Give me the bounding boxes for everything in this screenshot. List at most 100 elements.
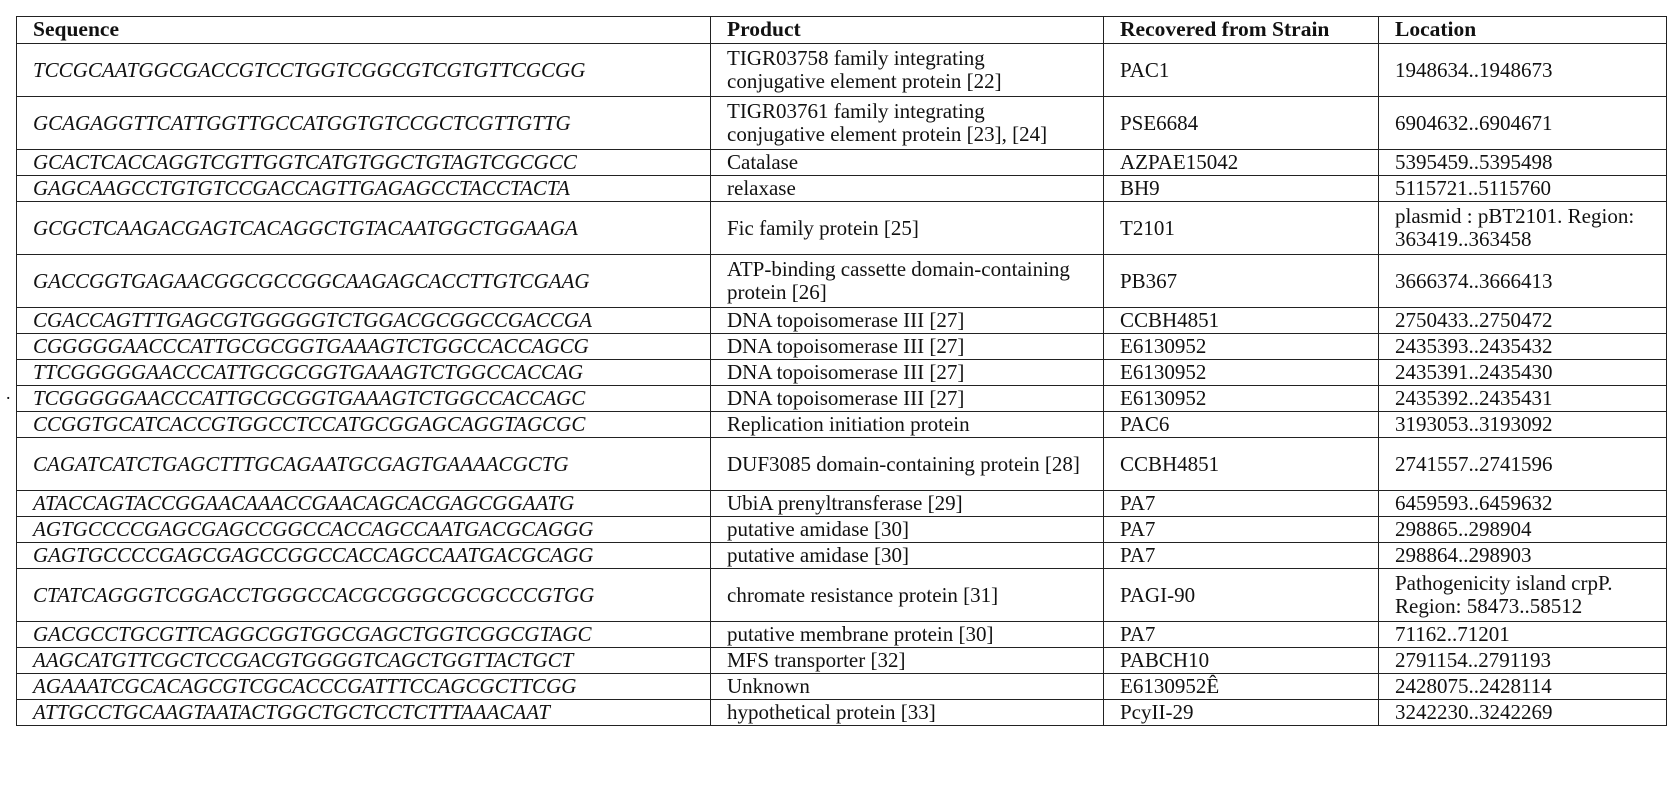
cell-product: putative membrane protein [30] (710, 621, 1104, 648)
cell-strain: E6130952Ê (1103, 673, 1379, 700)
cell-product: putative amidase [30] (710, 542, 1104, 569)
cell-product: DNA topoisomerase III [27] (710, 385, 1104, 412)
cell-product: DNA topoisomerase III [27] (710, 333, 1104, 360)
cell-sequence: GACGCCTGCGTTCAGGCGGTGGCGAGCTGGTCGGCGTAGC (16, 621, 711, 648)
cell-product: MFS transporter [32] (710, 647, 1104, 674)
table-row: GAGTGCCCCGAGCGAGCCGGCCACCAGCCAATGACGCAGG… (16, 542, 1667, 569)
cell-sequence: CCGGTGCATCACCGTGGCCTCCATGCGGAGCAGGTAGCGC (16, 411, 711, 438)
cell-location: 2428075..2428114 (1378, 673, 1667, 700)
header-product: Product (710, 16, 1104, 44)
cell-sequence: AGAAATCGCACAGCGTCGCACCCGATTTCCAGCGCTTCGG (16, 673, 711, 700)
table-body: TCCGCAATGGCGACCGTCCTGGTCGGCGTCGTGTTCGCGG… (16, 43, 1667, 726)
cell-product: Catalase (710, 149, 1104, 176)
cell-strain: PA7 (1103, 490, 1379, 517)
header-sequence: Sequence (16, 16, 711, 44)
cell-product: Replication initiation protein (710, 411, 1104, 438)
cell-strain: BH9 (1103, 175, 1379, 202)
cell-sequence: TTCGGGGGAACCCATTGCGCGGTGAAAGTCTGGCCACCAG (16, 359, 711, 386)
cell-strain: PAGI-90 (1103, 568, 1379, 622)
table-row: TCGGGGGAACCCATTGCGCGGTGAAAGTCTGGCCACCAGC… (16, 385, 1667, 412)
cell-sequence: AGTGCCCCGAGCGAGCCGGCCACCAGCCAATGACGCAGGG (16, 516, 711, 543)
cell-sequence: CAGATCATCTGAGCTTTGCAGAATGCGAGTGAAAACGCTG (16, 437, 711, 491)
cell-strain: T2101 (1103, 201, 1379, 255)
cell-product: DNA topoisomerase III [27] (710, 359, 1104, 386)
cell-location: 298865..298904 (1378, 516, 1667, 543)
cell-strain: AZPAE15042 (1103, 149, 1379, 176)
cell-sequence: CGGGGGAACCCATTGCGCGGTGAAAGTCTGGCCACCAGCG (16, 333, 711, 360)
cell-product: ATP-binding cassette domain-containing p… (710, 254, 1104, 308)
cell-product: DNA topoisomerase III [27] (710, 307, 1104, 334)
cell-strain: PABCH10 (1103, 647, 1379, 674)
sequence-table: Sequence Product Recovered from Strain L… (16, 16, 1667, 726)
cell-product: UbiA prenyltransferase [29] (710, 490, 1104, 517)
cell-sequence: GCAGAGGTTCATTGGTTGCCATGGTGTCCGCTCGTTGTTG (16, 96, 711, 150)
cell-product: Unknown (710, 673, 1104, 700)
cell-strain: PB367 (1103, 254, 1379, 308)
header-row: Sequence Product Recovered from Strain L… (16, 16, 1667, 44)
cell-strain: CCBH4851 (1103, 307, 1379, 334)
cell-location: 2435393..2435432 (1378, 333, 1667, 360)
table-row: AAGCATGTTCGCTCCGACGTGGGGTCAGCTGGTTACTGCT… (16, 647, 1667, 674)
cell-location: 6904632..6904671 (1378, 96, 1667, 150)
table-row: GCAGAGGTTCATTGGTTGCCATGGTGTCCGCTCGTTGTTG… (16, 96, 1667, 150)
cell-location: 3666374..3666413 (1378, 254, 1667, 308)
cell-sequence: TCGGGGGAACCCATTGCGCGGTGAAAGTCTGGCCACCAGC (16, 385, 711, 412)
table-row: TCCGCAATGGCGACCGTCCTGGTCGGCGTCGTGTTCGCGG… (16, 43, 1667, 97)
cell-location: plasmid : pBT2101. Region: 363419..36345… (1378, 201, 1667, 255)
cell-strain: E6130952 (1103, 385, 1379, 412)
cell-location: 71162..71201 (1378, 621, 1667, 648)
table-row: CAGATCATCTGAGCTTTGCAGAATGCGAGTGAAAACGCTG… (16, 437, 1667, 491)
cell-product: relaxase (710, 175, 1104, 202)
cell-sequence: GCACTCACCAGGTCGTTGGTCATGTGGCTGTAGTCGCGCC (16, 149, 711, 176)
cell-sequence: GACCGGTGAGAACGGCGCCGGCAAGAGCACCTTGTCGAAG (16, 254, 711, 308)
cell-strain: PSE6684 (1103, 96, 1379, 150)
cell-location: 2741557..2741596 (1378, 437, 1667, 491)
header-strain: Recovered from Strain (1103, 16, 1379, 44)
table-row: CGGGGGAACCCATTGCGCGGTGAAAGTCTGGCCACCAGCG… (16, 333, 1667, 360)
table-row: GACCGGTGAGAACGGCGCCGGCAAGAGCACCTTGTCGAAG… (16, 254, 1667, 308)
stray-dot: . (6, 383, 11, 403)
cell-strain: CCBH4851 (1103, 437, 1379, 491)
cell-location: 5395459..5395498 (1378, 149, 1667, 176)
cell-strain: E6130952 (1103, 333, 1379, 360)
cell-sequence: ATTGCCTGCAAGTAATACTGGCTGCTCCTCTTTAAACAAT (16, 699, 711, 726)
cell-location: 3193053..3193092 (1378, 411, 1667, 438)
cell-product: TIGR03758 family integrating conjugative… (710, 43, 1104, 97)
cell-strain: PcyII-29 (1103, 699, 1379, 726)
header-location: Location (1378, 16, 1667, 44)
cell-sequence: GCGCTCAAGACGAGTCACAGGCTGTACAATGGCTGGAAGA (16, 201, 711, 255)
cell-location: 6459593..6459632 (1378, 490, 1667, 517)
table-row: ATACCAGTACCGGAACAAACCGAACAGCACGAGCGGAATG… (16, 490, 1667, 517)
table-row: GACGCCTGCGTTCAGGCGGTGGCGAGCTGGTCGGCGTAGC… (16, 621, 1667, 648)
table-row: TTCGGGGGAACCCATTGCGCGGTGAAAGTCTGGCCACCAG… (16, 359, 1667, 386)
table-row: CCGGTGCATCACCGTGGCCTCCATGCGGAGCAGGTAGCGC… (16, 411, 1667, 438)
cell-sequence: ATACCAGTACCGGAACAAACCGAACAGCACGAGCGGAATG (16, 490, 711, 517)
cell-product: TIGR03761 family integrating conjugative… (710, 96, 1104, 150)
table-row: GCGCTCAAGACGAGTCACAGGCTGTACAATGGCTGGAAGA… (16, 201, 1667, 255)
cell-product: Fic family protein [25] (710, 201, 1104, 255)
table-row: AGAAATCGCACAGCGTCGCACCCGATTTCCAGCGCTTCGG… (16, 673, 1667, 700)
table-row: ATTGCCTGCAAGTAATACTGGCTGCTCCTCTTTAAACAAT… (16, 699, 1667, 726)
cell-location: Pathogenicity island crpP. Region: 58473… (1378, 568, 1667, 622)
cell-location: 2750433..2750472 (1378, 307, 1667, 334)
cell-sequence: CGACCAGTTTGAGCGTGGGGGTCTGGACGCGGCCGACCGA (16, 307, 711, 334)
cell-sequence: AAGCATGTTCGCTCCGACGTGGGGTCAGCTGGTTACTGCT (16, 647, 711, 674)
cell-strain: E6130952 (1103, 359, 1379, 386)
cell-strain: PA7 (1103, 542, 1379, 569)
cell-strain: PA7 (1103, 516, 1379, 543)
cell-product: chromate resistance protein [31] (710, 568, 1104, 622)
cell-strain: PAC1 (1103, 43, 1379, 97)
cell-sequence: GAGCAAGCCTGTGTCCGACCAGTTGAGAGCCTACCTACTA (16, 175, 711, 202)
cell-product: DUF3085 domain-containing protein [28] (710, 437, 1104, 491)
table-row: GAGCAAGCCTGTGTCCGACCAGTTGAGAGCCTACCTACTA… (16, 175, 1667, 202)
cell-location: 3242230..3242269 (1378, 699, 1667, 726)
cell-strain: PAC6 (1103, 411, 1379, 438)
cell-location: 298864..298903 (1378, 542, 1667, 569)
table-row: CGACCAGTTTGAGCGTGGGGGTCTGGACGCGGCCGACCGA… (16, 307, 1667, 334)
table-row: GCACTCACCAGGTCGTTGGTCATGTGGCTGTAGTCGCGCC… (16, 149, 1667, 176)
cell-strain: PA7 (1103, 621, 1379, 648)
table-row: CTATCAGGGTCGGACCTGGGCCACGCGGGCGCGCCCGTGG… (16, 568, 1667, 622)
cell-location: 2791154..2791193 (1378, 647, 1667, 674)
cell-sequence: CTATCAGGGTCGGACCTGGGCCACGCGGGCGCGCCCGTGG (16, 568, 711, 622)
cell-location: 5115721..5115760 (1378, 175, 1667, 202)
